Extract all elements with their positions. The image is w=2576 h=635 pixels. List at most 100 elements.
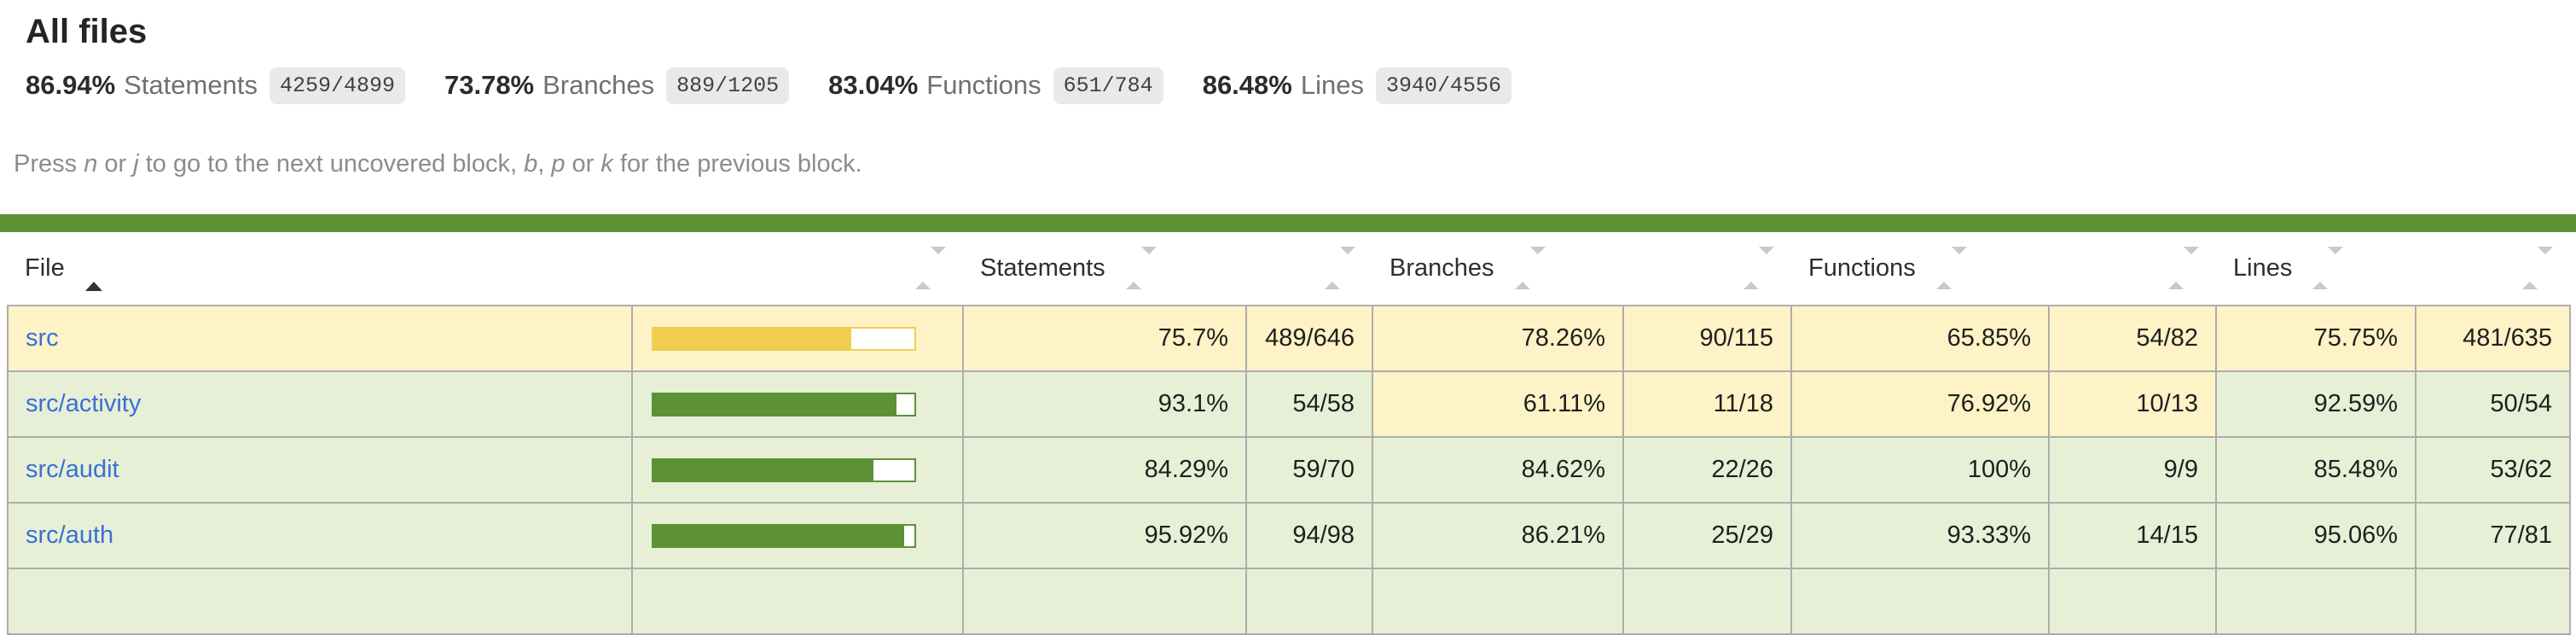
statements-pct-cell: 95.92% bbox=[962, 502, 1247, 569]
lines-raw-cell: 77/81 bbox=[2415, 502, 2571, 569]
table-row-partial bbox=[7, 568, 2571, 635]
functions-pct-cell: 100% bbox=[1790, 436, 2050, 504]
key-j: j bbox=[133, 150, 139, 178]
coverage-bar bbox=[652, 326, 916, 351]
coverage-bar-fill bbox=[653, 393, 896, 415]
table-row-src-activity: src/activity 93.1% 54/58 61.11% 11/18 76… bbox=[7, 370, 2571, 438]
keyboard-shortcuts-hint: Press n or j to go to the next uncovered… bbox=[14, 150, 862, 178]
col-header-functions-raw[interactable] bbox=[2049, 232, 2216, 306]
table-row-src-auth: src/auth 95.92% 94/98 86.21% 25/29 93.33… bbox=[7, 502, 2571, 569]
statements-pct-cell: 75.7% bbox=[962, 305, 1247, 372]
lines-raw-cell: 481/635 bbox=[2415, 305, 2571, 372]
key-b: b bbox=[524, 150, 538, 178]
lines-pct: 86.48% bbox=[1202, 70, 1292, 100]
branches-pct: 73.78% bbox=[444, 70, 535, 100]
coverage-bar-fill bbox=[653, 328, 851, 349]
functions-pct-cell: 65.85% bbox=[1790, 305, 2050, 372]
summary-metrics: 86.94% Statements 4259/4899 73.78% Branc… bbox=[26, 67, 2576, 104]
key-k: k bbox=[600, 150, 613, 178]
statements-raw-cell: 94/98 bbox=[1245, 502, 1373, 569]
sort-both-icon[interactable] bbox=[915, 247, 946, 290]
lines-pct-cell: 85.48% bbox=[2215, 436, 2416, 504]
col-header-functions[interactable]: Functions bbox=[1791, 232, 2049, 306]
functions-pct-cell: 93.33% bbox=[1790, 502, 2050, 569]
page-title: All files bbox=[26, 13, 148, 50]
statements-pct-cell bbox=[962, 568, 1247, 635]
branches-fraction-badge: 889/1205 bbox=[666, 67, 790, 104]
branches-pct-cell bbox=[1372, 568, 1624, 635]
col-header-statements-raw[interactable] bbox=[1246, 232, 1372, 306]
file-link[interactable]: src/activity bbox=[26, 390, 142, 417]
branches-pct-cell: 84.62% bbox=[1372, 436, 1624, 504]
branches-raw-cell: 90/115 bbox=[1622, 305, 1792, 372]
functions-fraction-badge: 651/784 bbox=[1053, 67, 1163, 104]
sort-both-icon[interactable] bbox=[1125, 247, 1157, 290]
metric-branches: 73.78% Branches 889/1205 bbox=[444, 67, 790, 104]
branches-raw-cell: 25/29 bbox=[1622, 502, 1792, 569]
metric-statements: 86.94% Statements 4259/4899 bbox=[26, 67, 405, 104]
functions-raw-cell: 54/82 bbox=[2048, 305, 2217, 372]
col-header-pic[interactable] bbox=[632, 232, 963, 306]
sort-both-icon[interactable] bbox=[2312, 247, 2344, 290]
lines-fraction-badge: 3940/4556 bbox=[1375, 67, 1511, 104]
file-link[interactable]: src bbox=[26, 324, 59, 352]
metric-lines: 86.48% Lines 3940/4556 bbox=[1203, 67, 1511, 104]
statements-pct: 86.94% bbox=[26, 70, 116, 100]
branches-label: Branches bbox=[542, 70, 655, 100]
col-header-branches[interactable]: Branches bbox=[1372, 232, 1623, 306]
lines-pct-cell: 95.06% bbox=[2215, 502, 2416, 569]
file-link[interactable]: src/auth bbox=[26, 521, 114, 549]
coverage-bar bbox=[652, 457, 916, 482]
lines-label: Lines bbox=[1300, 70, 1364, 100]
coverage-summary-table: File Statements Branches bbox=[7, 232, 2571, 635]
branches-raw-cell: 11/18 bbox=[1622, 370, 1792, 438]
sort-both-icon[interactable] bbox=[2522, 247, 2553, 290]
statements-pct-cell: 84.29% bbox=[962, 436, 1247, 504]
col-header-file[interactable]: File bbox=[8, 232, 632, 306]
statements-pct-cell: 93.1% bbox=[962, 370, 1247, 438]
functions-raw-cell: 9/9 bbox=[2048, 436, 2217, 504]
sort-both-icon[interactable] bbox=[2168, 247, 2199, 290]
statements-fraction-badge: 4259/4899 bbox=[269, 67, 405, 104]
metric-functions: 83.04% Functions 651/784 bbox=[828, 67, 1163, 104]
col-header-lines[interactable]: Lines bbox=[2216, 232, 2416, 306]
coverage-bar bbox=[652, 392, 916, 417]
lines-pct-cell: 92.59% bbox=[2215, 370, 2416, 438]
coverage-status-banner bbox=[0, 214, 2576, 232]
key-n: n bbox=[84, 150, 98, 178]
file-link[interactable]: src/audit bbox=[26, 456, 119, 483]
sort-both-icon[interactable] bbox=[1325, 247, 1355, 290]
branches-pct-cell: 78.26% bbox=[1372, 305, 1624, 372]
functions-pct-cell: 76.92% bbox=[1790, 370, 2050, 438]
table-row-src: src 75.7% 489/646 78.26% 90/115 65.85% 5… bbox=[7, 305, 2571, 372]
col-header-branches-raw[interactable] bbox=[1623, 232, 1791, 306]
statements-raw-cell: 489/646 bbox=[1245, 305, 1373, 372]
lines-raw-cell: 50/54 bbox=[2415, 370, 2571, 438]
coverage-bar bbox=[652, 523, 916, 548]
table-row-src-audit: src/audit 84.29% 59/70 84.62% 22/26 100%… bbox=[7, 436, 2571, 504]
statements-label: Statements bbox=[124, 70, 258, 100]
coverage-bar-fill bbox=[653, 525, 904, 546]
branches-raw-cell: 22/26 bbox=[1622, 436, 1792, 504]
coverage-bar-fill bbox=[653, 459, 873, 481]
lines-pct-cell bbox=[2215, 568, 2416, 635]
lines-pct-cell: 75.75% bbox=[2215, 305, 2416, 372]
sort-both-icon[interactable] bbox=[1743, 247, 1774, 290]
sort-asc-icon[interactable] bbox=[84, 254, 102, 292]
functions-pct-cell bbox=[1790, 568, 2050, 635]
branches-pct-cell: 86.21% bbox=[1372, 502, 1624, 569]
lines-raw-cell bbox=[2415, 568, 2571, 635]
functions-raw-cell: 10/13 bbox=[2048, 370, 2217, 438]
coverage-report-page: All files 86.94% Statements 4259/4899 73… bbox=[0, 12, 2576, 635]
col-header-statements[interactable]: Statements bbox=[963, 232, 1246, 306]
lines-raw-cell: 53/62 bbox=[2415, 436, 2571, 504]
sort-both-icon[interactable] bbox=[1935, 247, 1967, 290]
functions-label: Functions bbox=[926, 70, 1041, 100]
col-header-lines-raw[interactable] bbox=[2416, 232, 2570, 306]
sort-both-icon[interactable] bbox=[1514, 247, 1546, 290]
functions-pct: 83.04% bbox=[828, 70, 919, 100]
statements-raw-cell: 54/58 bbox=[1245, 370, 1373, 438]
statements-raw-cell bbox=[1245, 568, 1373, 635]
table-header-row: File Statements Branches bbox=[8, 232, 2570, 306]
functions-raw-cell: 14/15 bbox=[2048, 502, 2217, 569]
